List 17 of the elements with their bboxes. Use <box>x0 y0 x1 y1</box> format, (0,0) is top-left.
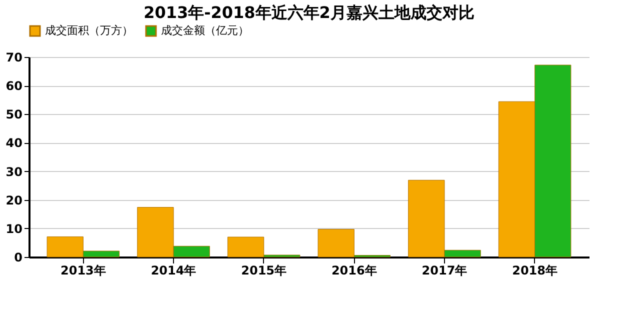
x-tick-label: 2013年 <box>60 264 106 278</box>
x-tick-label: 2018年 <box>512 264 558 278</box>
legend-label: 成交金额（亿元） <box>161 24 249 37</box>
x-tick-label: 2017年 <box>422 264 468 278</box>
y-tick-label: 0 <box>14 250 22 264</box>
x-tick-label: 2016年 <box>331 264 377 278</box>
y-tick-label: 10 <box>6 222 22 236</box>
y-tick-label: 50 <box>6 108 22 122</box>
y-tick-label: 30 <box>6 164 22 179</box>
x-tick-label: 2015年 <box>241 264 287 278</box>
x-tick-label: 2014年 <box>150 264 196 278</box>
y-tick-label: 20 <box>6 193 22 208</box>
chart-title: 2013年-2018年近六年2月嘉兴土地成交对比 <box>144 3 474 22</box>
y-tick-label: 60 <box>6 79 22 94</box>
legend-label: 成交面积（万方） <box>45 24 133 37</box>
y-tick-label: 70 <box>6 50 22 64</box>
y-tick-label: 40 <box>6 136 22 150</box>
